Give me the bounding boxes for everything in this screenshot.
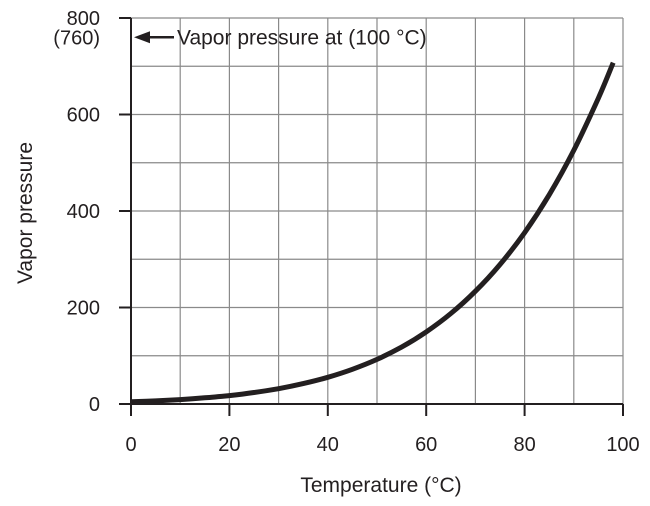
x-tick-label: 80 — [513, 434, 535, 456]
grid — [131, 17, 624, 404]
x-tick-label: 100 — [606, 434, 639, 456]
y-axis-title: Vapor pressure — [14, 142, 37, 284]
annotation-text: Vapor pressure at (100 °C) — [177, 26, 427, 49]
annotation: (760) Vapor pressure at (100 °C) — [53, 26, 426, 49]
y-tick-label: 600 — [67, 105, 100, 127]
y-tick-label: 400 — [67, 201, 100, 223]
y-tick-label: 200 — [67, 298, 100, 320]
x-axis-title: Temperature (°C) — [300, 474, 461, 497]
y-tick-label: 0 — [89, 394, 100, 416]
x-ticks: 0 20 40 60 80 100 — [125, 404, 640, 456]
series — [130, 61, 616, 405]
x-tick-label: 40 — [317, 434, 339, 456]
x-tick-label: 0 — [125, 434, 136, 456]
y-annotation-760-label: (760) — [53, 27, 100, 49]
y-tick-label: 800 — [67, 8, 100, 30]
x-tick-label: 60 — [415, 434, 437, 456]
y-ticks: 0 200 400 600 800 — [67, 8, 131, 416]
x-tick-label: 20 — [218, 434, 240, 456]
arrow-left-icon — [134, 31, 150, 44]
vapor-pressure-curve — [130, 61, 616, 405]
